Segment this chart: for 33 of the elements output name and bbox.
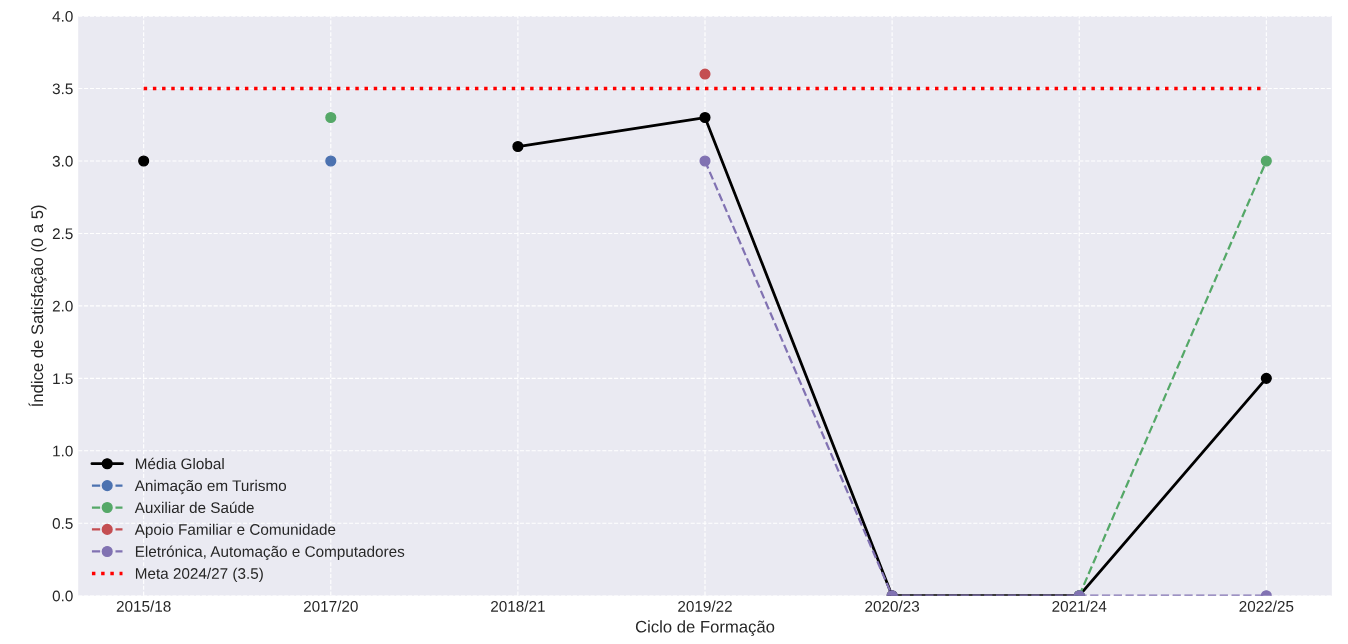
y-axis-title: Índice de Satisfação (0 a 5): [28, 205, 47, 407]
y-tick-label: 1.0: [53, 445, 73, 457]
y-tick-label: 3.5: [52, 83, 73, 95]
y-tick-label: 4.0: [52, 10, 73, 22]
x-axis-title: Ciclo de Formação: [635, 620, 775, 636]
point: [699, 111, 711, 124]
y-tick-label: 1.5: [53, 373, 73, 385]
point: [512, 140, 524, 153]
x-tick-label: 2021/24: [1052, 600, 1107, 612]
point: [138, 155, 150, 167]
x-tick-label: 2018/21: [491, 600, 545, 612]
x-tick-label: 2015/18: [116, 600, 171, 612]
x-tick-label: 2022/25: [1239, 600, 1294, 612]
y-tick-label: 2.5: [52, 228, 73, 240]
legend-label: Auxiliar de Saúde: [134, 501, 254, 514]
point: [1260, 155, 1272, 167]
legend-label: Média Global: [135, 457, 224, 470]
point: [325, 155, 337, 167]
y-tick-label: 0.0: [52, 590, 73, 602]
legend-label: Eletrónica, Automação e Computadores: [135, 545, 405, 561]
point: [699, 155, 711, 167]
x-tick-label: 2017/20: [303, 600, 358, 612]
legend-label: Meta 2024/27 (3.5): [135, 567, 263, 582]
x-tick-label: 2020/23: [865, 600, 920, 612]
y-tick-label: 2.0: [52, 300, 73, 312]
y-tick-label: 3.0: [52, 155, 73, 167]
legend-label: Animação em Turismo: [134, 479, 287, 495]
legend-label: Apoio Familiar e Comunidade: [134, 523, 336, 538]
point: [325, 111, 337, 124]
y-tick-label: 0.5: [52, 518, 73, 529]
x-tick-label: 2019/22: [678, 600, 732, 612]
point: [1260, 372, 1272, 384]
point: [699, 68, 711, 80]
